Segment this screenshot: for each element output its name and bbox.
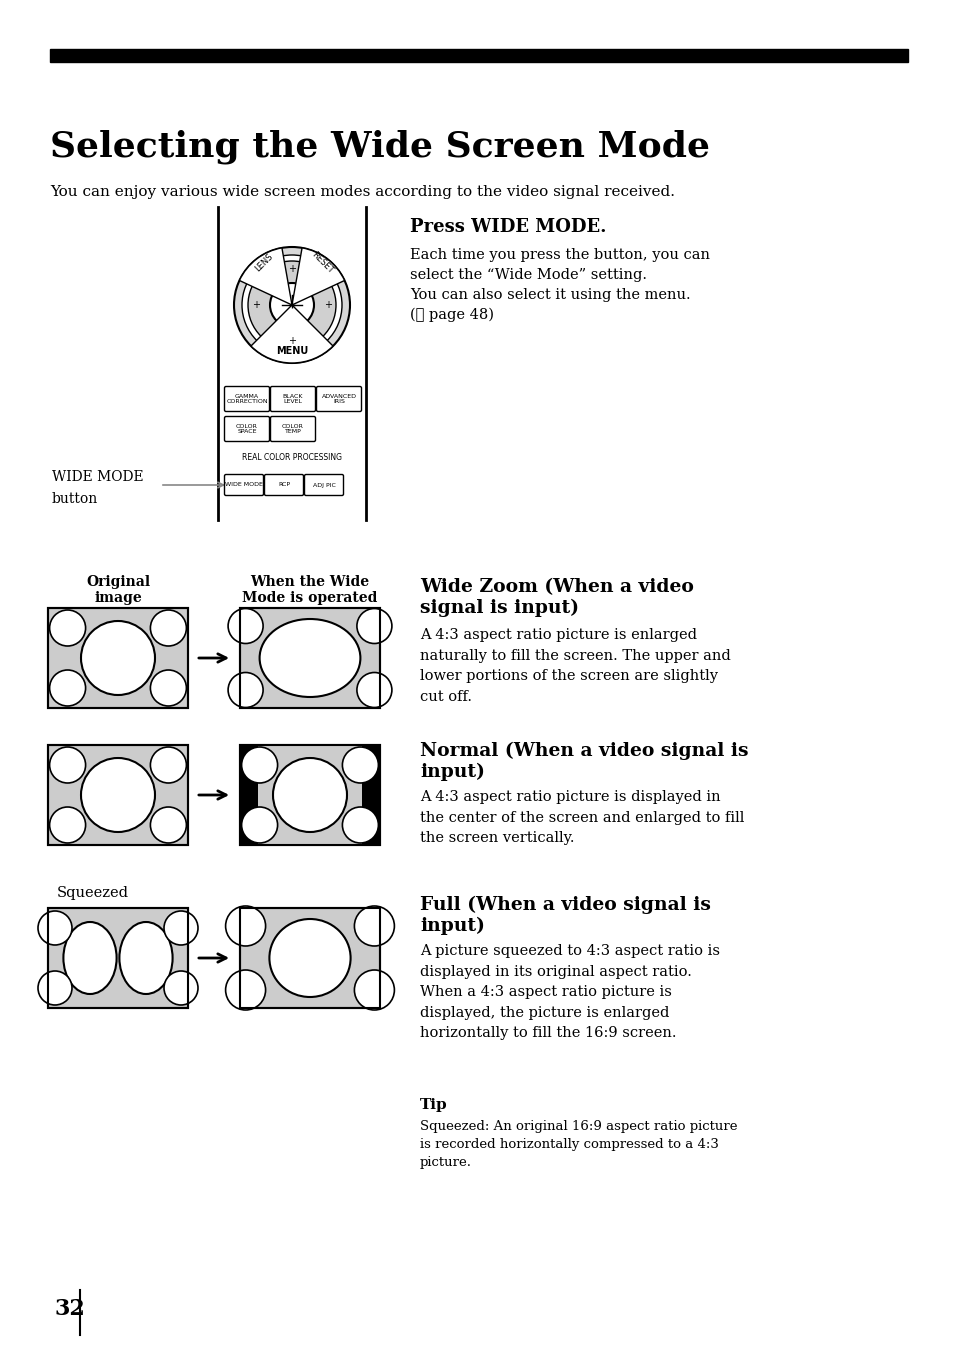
Circle shape: [50, 610, 86, 646]
Circle shape: [225, 969, 265, 1010]
Circle shape: [81, 621, 154, 695]
Circle shape: [38, 911, 71, 945]
Bar: [48, 608, 188, 708]
Text: Tip: Tip: [419, 1098, 447, 1111]
Bar: [48, 909, 188, 1009]
FancyBboxPatch shape: [224, 387, 269, 411]
Circle shape: [151, 748, 186, 783]
Bar: [48, 745, 188, 845]
Circle shape: [151, 610, 186, 646]
Text: Press WIDE MODE.: Press WIDE MODE.: [410, 218, 606, 237]
Text: GAMMA
CORRECTION: GAMMA CORRECTION: [226, 393, 268, 404]
Circle shape: [233, 247, 350, 362]
Text: MENU: MENU: [275, 346, 308, 356]
Circle shape: [270, 283, 314, 327]
Ellipse shape: [119, 922, 172, 994]
Wedge shape: [251, 306, 333, 362]
Circle shape: [151, 807, 186, 844]
Bar: [240, 909, 379, 1009]
Text: WIDE MODE: WIDE MODE: [225, 483, 263, 488]
Text: (☃ page 48): (☃ page 48): [410, 308, 494, 322]
Text: You can also select it using the menu.: You can also select it using the menu.: [410, 288, 690, 301]
Text: WIDE MODE
button: WIDE MODE button: [52, 469, 144, 507]
FancyBboxPatch shape: [224, 416, 269, 442]
Text: Wide Zoom (When a video
signal is input): Wide Zoom (When a video signal is input): [419, 579, 693, 617]
Bar: [240, 909, 379, 1009]
Circle shape: [50, 748, 86, 783]
Text: Squeezed: Squeezed: [57, 886, 129, 900]
Circle shape: [164, 911, 198, 945]
Text: 32: 32: [54, 1298, 85, 1320]
Bar: [48, 608, 188, 708]
Text: A picture squeezed to 4:3 aspect ratio is
displayed in its original aspect ratio: A picture squeezed to 4:3 aspect ratio i…: [419, 944, 720, 1041]
Text: RESET: RESET: [309, 250, 335, 276]
Bar: [240, 745, 379, 845]
Circle shape: [50, 671, 86, 706]
Ellipse shape: [63, 922, 116, 994]
Text: +: +: [288, 337, 295, 346]
Bar: [240, 608, 379, 708]
Text: LENS: LENS: [253, 253, 274, 274]
Text: When the Wide
Mode is operated: When the Wide Mode is operated: [242, 575, 377, 606]
Text: REAL COLOR PROCESSING: REAL COLOR PROCESSING: [242, 453, 341, 462]
Circle shape: [81, 758, 154, 831]
Text: Selecting the Wide Screen Mode: Selecting the Wide Screen Mode: [50, 130, 709, 165]
FancyBboxPatch shape: [271, 387, 315, 411]
Text: Squeezed: An original 16:9 aspect ratio picture
is recorded horizontally compres: Squeezed: An original 16:9 aspect ratio …: [419, 1119, 737, 1169]
Circle shape: [354, 906, 394, 946]
Circle shape: [241, 748, 277, 783]
Ellipse shape: [259, 619, 360, 698]
Text: RCP: RCP: [277, 483, 290, 488]
Bar: [48, 909, 188, 1009]
Circle shape: [273, 758, 347, 831]
FancyBboxPatch shape: [304, 475, 343, 495]
Bar: [50, 49, 907, 62]
Text: ADVANCED
IRIS: ADVANCED IRIS: [321, 393, 356, 404]
Text: You can enjoy various wide screen modes according to the video signal received.: You can enjoy various wide screen modes …: [50, 185, 675, 199]
Text: A 4:3 aspect ratio picture is displayed in
the center of the screen and enlarged: A 4:3 aspect ratio picture is displayed …: [419, 790, 743, 845]
Text: A 4:3 aspect ratio picture is enlarged
naturally to fill the screen. The upper a: A 4:3 aspect ratio picture is enlarged n…: [419, 627, 730, 704]
Circle shape: [356, 672, 392, 707]
Bar: [258, 745, 361, 845]
Ellipse shape: [269, 919, 351, 996]
Circle shape: [225, 906, 265, 946]
FancyBboxPatch shape: [271, 416, 315, 442]
Circle shape: [342, 807, 378, 844]
Text: COLOR
TEMP: COLOR TEMP: [282, 423, 304, 434]
Circle shape: [228, 608, 263, 644]
Text: Normal (When a video signal is
input): Normal (When a video signal is input): [419, 742, 748, 781]
Wedge shape: [239, 247, 292, 306]
Wedge shape: [292, 247, 344, 306]
FancyBboxPatch shape: [264, 475, 303, 495]
Circle shape: [354, 969, 394, 1010]
Bar: [240, 745, 379, 845]
Text: +: +: [324, 300, 332, 310]
Text: +: +: [252, 300, 260, 310]
Circle shape: [151, 671, 186, 706]
Text: BLACK
LEVEL: BLACK LEVEL: [282, 393, 303, 404]
Text: COLOR
SPACE: COLOR SPACE: [235, 423, 257, 434]
Circle shape: [241, 807, 277, 844]
Circle shape: [38, 971, 71, 1005]
Text: select the “Wide Mode” setting.: select the “Wide Mode” setting.: [410, 268, 646, 283]
Circle shape: [342, 748, 378, 783]
Text: ADJ PIC: ADJ PIC: [313, 483, 335, 488]
Circle shape: [242, 256, 341, 356]
Text: Original
image: Original image: [86, 575, 150, 606]
Bar: [240, 608, 379, 708]
Circle shape: [164, 971, 198, 1005]
Text: +: +: [288, 264, 295, 274]
Text: Each time you press the button, you can: Each time you press the button, you can: [410, 247, 709, 262]
Text: Full (When a video signal is
input): Full (When a video signal is input): [419, 896, 710, 936]
FancyBboxPatch shape: [316, 387, 361, 411]
Circle shape: [228, 672, 263, 707]
FancyBboxPatch shape: [224, 475, 263, 495]
Circle shape: [50, 807, 86, 844]
Circle shape: [248, 261, 335, 349]
Circle shape: [356, 608, 392, 644]
Bar: [48, 745, 188, 845]
